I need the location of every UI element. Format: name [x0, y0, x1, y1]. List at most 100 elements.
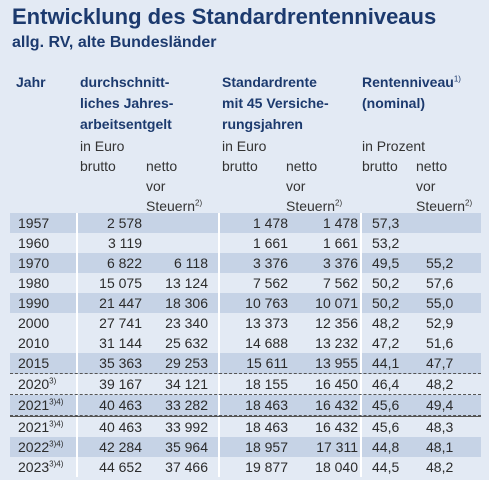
table-row: 2015 35 363 29 253 15 611 13 955 44,1 47,7	[10, 353, 481, 374]
cell-year: 2015	[18, 355, 50, 371]
header-earnings-line-1: durchschnitt-	[80, 74, 170, 90]
cell-c2: 34 121	[165, 376, 208, 392]
cell-c4: 10 071	[315, 295, 358, 311]
subheader-earnings-netto: netto vor Steuern2)	[146, 158, 203, 214]
column-separator	[218, 233, 220, 253]
cell-c1: 27 741	[99, 315, 142, 331]
cell-c6: 48,1	[426, 439, 454, 455]
column-separator	[218, 273, 220, 293]
cell-c3: 15 611	[246, 355, 288, 371]
cell-c6: 49,4	[426, 397, 454, 413]
column-separator	[76, 437, 78, 457]
column-separator	[76, 374, 78, 394]
cell-year: 2000	[18, 315, 50, 331]
column-separator	[360, 313, 362, 333]
cell-c3: 18 957	[245, 439, 288, 455]
column-separator	[76, 273, 78, 293]
column-separator	[360, 273, 362, 293]
cell-year: 20203)	[18, 376, 57, 392]
cell-c5: 45,6	[372, 419, 400, 435]
table-row: 2010 31 144 25 632 14 688 13 232 47,2 51,6	[10, 333, 481, 353]
cell-c1: 31 144	[99, 335, 142, 351]
cell-c2: 33 992	[165, 419, 208, 435]
header-earnings: durchschnitt- liches Jahres- arbeitsentg…	[80, 72, 173, 135]
cell-c1: 6 822	[106, 255, 142, 271]
cell-c4: 13 955	[315, 355, 358, 371]
header-pension-line-1: Standardrente	[222, 74, 317, 90]
cell-c4: 12 356	[315, 315, 358, 331]
header-level-line-2: (nominal)	[362, 95, 425, 111]
cell-c3: 13 373	[245, 315, 288, 331]
cell-c2: 33 282	[165, 397, 208, 413]
cell-c3: 7 562	[252, 275, 288, 291]
cell-year: 20233)4)	[18, 459, 64, 475]
cell-c5: 45,6	[372, 397, 400, 413]
column-separator	[76, 353, 78, 373]
cell-c3: 18 463	[245, 419, 288, 435]
column-separator	[218, 374, 220, 394]
header-pension: Standardrente mit 45 Versiche- rungsjahr…	[222, 72, 329, 135]
cell-c6: 52,9	[426, 315, 454, 331]
cell-c1: 35 363	[99, 355, 142, 371]
cell-c3: 18 155	[245, 376, 288, 392]
table-row: 2000 27 741 23 340 13 373 12 356 48,2 52,9	[10, 313, 481, 333]
cell-c1: 15 075	[99, 275, 142, 291]
page-title: Entwicklung des Standardrentenniveaus	[12, 4, 437, 29]
cell-year: 2010	[18, 335, 50, 351]
cell-c4: 17 311	[316, 439, 358, 455]
cell-c1: 40 463	[99, 419, 142, 435]
column-separator	[360, 233, 362, 253]
cell-c1: 39 167	[99, 376, 142, 392]
cell-c2: 25 632	[165, 335, 208, 351]
table-row: 20233)4) 44 652 37 466 19 877 18 040 44,5 48,2	[10, 457, 481, 477]
column-separator	[76, 333, 78, 353]
cell-year: 1970	[18, 255, 50, 271]
cell-c3: 10 763	[245, 295, 288, 311]
cell-c4: 1 661	[322, 235, 358, 251]
column-separator	[218, 313, 220, 333]
cell-c2: 37 466	[165, 459, 208, 475]
cell-c1: 44 652	[99, 459, 142, 475]
cell-c6: 47,7	[426, 355, 454, 371]
cell-c6: 48,2	[426, 459, 454, 475]
table-row: 20213)4) 40 463 33 282 18 463 16 432 45,6 49,4	[10, 395, 481, 416]
column-separator	[218, 213, 220, 233]
cell-c4: 16 432	[315, 419, 358, 435]
subheader-earnings-brutto: brutto	[80, 158, 116, 174]
column-separator	[360, 417, 362, 437]
cell-c4: 13 232	[315, 335, 358, 351]
cell-c2: 18 306	[165, 295, 208, 311]
cell-c5: 50,2	[372, 295, 400, 311]
cell-c2: 13 124	[165, 275, 208, 291]
cell-c4: 16 450	[315, 376, 358, 392]
column-separator	[360, 213, 362, 233]
cell-c3: 1 661	[252, 235, 288, 251]
table-row: 1960 3 119 1 661 1 661 53,2	[10, 233, 481, 253]
cell-c6: 55,2	[426, 255, 454, 271]
column-separator	[76, 313, 78, 333]
column-separator	[218, 253, 220, 273]
cell-c6: 57,6	[426, 275, 454, 291]
column-separator	[360, 333, 362, 353]
cell-c5: 44,5	[372, 459, 400, 475]
cell-c4: 1 478	[322, 215, 358, 231]
header-earnings-line-3: arbeitsentgelt	[80, 116, 172, 132]
cell-c5: 57,3	[372, 215, 400, 231]
cell-year: 20213)4)	[18, 397, 64, 413]
column-separator	[76, 417, 78, 437]
column-separator	[218, 437, 220, 457]
cell-c1: 40 463	[99, 397, 142, 413]
cell-c4: 16 432	[315, 397, 358, 413]
column-separator	[360, 374, 362, 394]
cell-c2: 23 340	[165, 315, 208, 331]
table-row: 20213)4) 40 463 33 992 18 463 16 432 45,6 48,3	[10, 416, 481, 437]
header-pension-line-3: rungsjahren	[222, 116, 303, 132]
column-separator	[360, 457, 362, 477]
cell-year: 20213)4)	[18, 419, 64, 435]
column-separator	[76, 457, 78, 477]
table-row: 20223)4) 42 284 35 964 18 957 17 311 44,8 48,1	[10, 437, 481, 457]
cell-c6: 55,0	[426, 295, 454, 311]
cell-c5: 44,1	[372, 355, 400, 371]
subheader-pension-netto: netto vor Steuern2)	[286, 158, 343, 214]
header-earnings-line-2: liches Jahres-	[80, 95, 174, 111]
